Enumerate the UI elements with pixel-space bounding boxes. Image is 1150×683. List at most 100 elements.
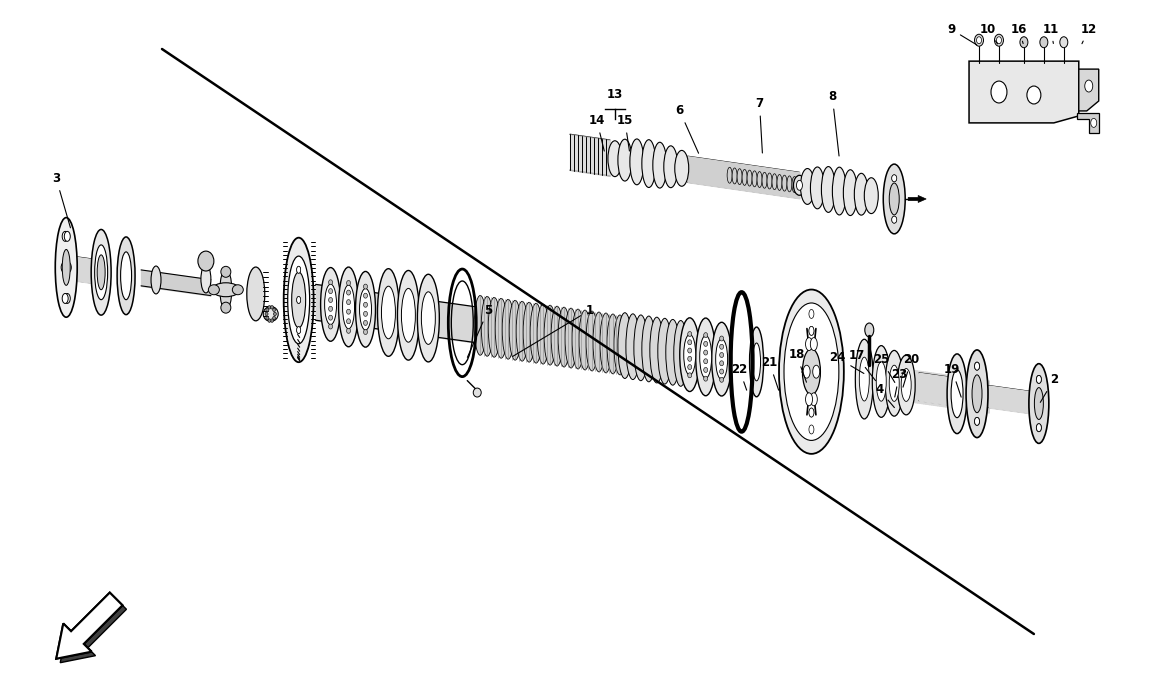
Ellipse shape [324,284,337,324]
Ellipse shape [363,329,368,335]
Ellipse shape [64,294,70,303]
Ellipse shape [811,337,818,350]
Ellipse shape [974,362,980,370]
Text: 18: 18 [788,348,806,382]
Ellipse shape [974,390,980,398]
Ellipse shape [503,299,514,359]
Ellipse shape [664,146,677,188]
Ellipse shape [292,272,306,328]
Ellipse shape [208,285,220,295]
Ellipse shape [634,315,647,380]
Ellipse shape [61,262,67,273]
Ellipse shape [343,285,354,329]
Ellipse shape [62,232,68,241]
Ellipse shape [268,305,271,309]
Ellipse shape [800,169,814,204]
Ellipse shape [803,365,810,378]
Ellipse shape [784,303,838,441]
Ellipse shape [94,245,108,300]
Ellipse shape [704,342,707,346]
Ellipse shape [198,251,214,271]
Ellipse shape [712,322,731,396]
Ellipse shape [346,300,351,305]
Ellipse shape [363,311,368,316]
Ellipse shape [748,170,752,186]
Ellipse shape [805,337,813,350]
Ellipse shape [688,365,691,370]
Ellipse shape [688,373,691,378]
Ellipse shape [232,285,244,295]
Ellipse shape [97,255,105,290]
Ellipse shape [363,320,368,325]
Ellipse shape [704,376,707,381]
Ellipse shape [1027,86,1041,104]
Ellipse shape [974,417,980,426]
Ellipse shape [997,37,1002,44]
Ellipse shape [833,167,846,215]
Text: 1: 1 [513,304,595,357]
Ellipse shape [565,308,577,368]
Ellipse shape [974,34,983,46]
Ellipse shape [201,265,210,293]
Text: 4: 4 [875,383,895,408]
Ellipse shape [338,267,359,347]
Text: 9: 9 [946,23,976,45]
Ellipse shape [618,313,631,378]
Ellipse shape [346,329,351,333]
Ellipse shape [991,81,1007,103]
Ellipse shape [642,140,655,188]
Ellipse shape [346,309,351,314]
Ellipse shape [297,326,300,333]
Text: 11: 11 [1043,23,1059,44]
Ellipse shape [782,175,787,191]
Ellipse shape [674,320,688,387]
Ellipse shape [891,217,897,223]
Ellipse shape [212,283,240,296]
Ellipse shape [859,357,869,401]
Ellipse shape [897,355,915,415]
Ellipse shape [297,266,300,273]
Ellipse shape [974,362,980,370]
Ellipse shape [757,171,762,188]
Ellipse shape [883,164,905,234]
Ellipse shape [329,307,332,311]
Ellipse shape [329,298,332,303]
Text: 16: 16 [1011,23,1027,44]
Ellipse shape [270,319,274,322]
Text: 23: 23 [891,368,907,397]
Ellipse shape [889,183,899,215]
Ellipse shape [329,315,332,320]
Ellipse shape [401,288,415,342]
Ellipse shape [873,346,890,417]
Ellipse shape [398,270,420,360]
Ellipse shape [720,361,723,366]
Text: 7: 7 [756,98,764,153]
Text: 20: 20 [903,353,919,387]
Ellipse shape [974,417,980,426]
Ellipse shape [626,314,639,380]
Ellipse shape [329,324,332,329]
Ellipse shape [329,289,332,294]
Ellipse shape [247,267,264,321]
Ellipse shape [288,256,309,344]
Ellipse shape [618,139,631,181]
Ellipse shape [1029,363,1049,443]
Ellipse shape [284,238,314,362]
Ellipse shape [720,369,723,374]
Ellipse shape [727,167,733,183]
Ellipse shape [117,237,135,315]
Ellipse shape [891,217,897,223]
Ellipse shape [151,266,161,294]
Text: 19: 19 [944,363,961,397]
Ellipse shape [808,326,814,335]
Ellipse shape [752,343,760,381]
Ellipse shape [777,174,782,191]
Ellipse shape [684,335,696,375]
Ellipse shape [268,319,271,322]
Ellipse shape [537,304,549,364]
FancyArrow shape [56,593,122,658]
Ellipse shape [642,316,655,382]
Ellipse shape [696,318,715,395]
Ellipse shape [1036,376,1042,383]
Ellipse shape [489,297,500,357]
